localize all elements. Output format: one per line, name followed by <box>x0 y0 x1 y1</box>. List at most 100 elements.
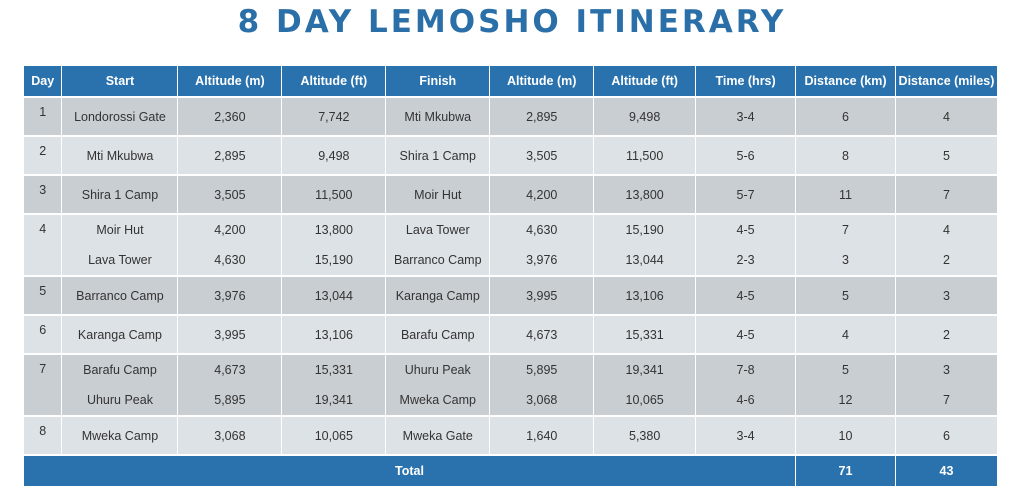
column-header: Time (hrs) <box>695 66 797 97</box>
day-cell: 7 <box>24 353 63 416</box>
table-cell: 3,068 <box>177 415 283 455</box>
table-cell: 4,673 <box>489 314 595 354</box>
table-cell: Mweka Camp <box>61 415 179 455</box>
page-title: 8 DAY LEMOSHO ITINERARY <box>237 4 787 40</box>
table-cell: 3,976 <box>489 245 595 276</box>
column-header: Altitude (ft) <box>593 66 697 97</box>
table-cell: 5 <box>795 353 896 385</box>
table-cell: 4 <box>895 213 999 245</box>
table-cell: Londorossi Gate <box>61 96 179 136</box>
total-row: Total 71 43 <box>24 454 999 486</box>
column-header: Altitude (ft) <box>281 66 387 97</box>
table-cell: 5,895 <box>177 385 283 416</box>
table-cell: 10,065 <box>281 415 387 455</box>
table-cell: 3-4 <box>695 415 797 455</box>
table-cell: Moir Hut <box>61 213 179 245</box>
table-row: 4 Moir Hut 4,200 13,800 Lava Tower 4,630 15,19… <box>24 213 999 276</box>
table-cell: 8 <box>795 135 896 175</box>
table-cell: 2-3 <box>695 245 797 276</box>
day-cell: 2 <box>24 135 63 175</box>
table-cell: 3-4 <box>695 96 797 136</box>
column-header: Day <box>24 66 63 97</box>
table-cell: 7 <box>795 213 896 245</box>
table-cell: 13,106 <box>593 275 697 315</box>
table-cell: 13,044 <box>281 275 387 315</box>
table-cell: 19,341 <box>593 353 697 385</box>
table-row: 8 Mweka Camp 3,068 10,065 Mweka Gate 1,640 5,3… <box>24 415 999 455</box>
table-cell: 3 <box>895 275 999 315</box>
table-cell: 4,200 <box>177 213 283 245</box>
table-cell: 3,976 <box>177 275 283 315</box>
table-cell: 13,800 <box>281 213 387 245</box>
header-row: Day Start Altitude (m) Altitude (ft) Finish A… <box>24 66 999 97</box>
table-cell: 4,673 <box>177 353 283 385</box>
table-cell: 3,068 <box>489 385 595 416</box>
table-cell: 1,640 <box>489 415 595 455</box>
table-cell: 11 <box>795 174 896 214</box>
table-cell: 11,500 <box>593 135 697 175</box>
table-cell: Shira 1 Camp <box>385 135 491 175</box>
total-km: 71 <box>795 454 896 486</box>
column-header: Finish <box>385 66 491 97</box>
day-cell: 8 <box>24 415 63 455</box>
table-cell: 9,498 <box>593 96 697 136</box>
table-cell: 5 <box>895 135 999 175</box>
table-cell: 5,380 <box>593 415 697 455</box>
table-cell: 9,498 <box>281 135 387 175</box>
table-row: 7 Barafu Camp 4,673 15,331 Uhuru Peak 5,895 19… <box>24 353 999 416</box>
table-row: 2 Mti Mkubwa 2,895 9,498 Shira 1 Camp 3,505 11… <box>24 135 999 175</box>
table-cell: Uhuru Peak <box>385 353 491 385</box>
table-cell: 5-6 <box>695 135 797 175</box>
table-row: 6 Karanga Camp 3,995 13,106 Barafu Camp 4,673… <box>24 314 999 354</box>
table-cell: 4,200 <box>489 174 595 214</box>
table-cell: 6 <box>795 96 896 136</box>
table-cell: 2 <box>895 314 999 354</box>
table-row: Lava Tower 4,630 15,190 Barranco Camp 3,976 1… <box>24 245 999 276</box>
column-header: Altitude (m) <box>177 66 283 97</box>
table-cell: Mti Mkubwa <box>385 96 491 136</box>
table-cell: Barafu Camp <box>61 353 179 385</box>
table-cell: Moir Hut <box>385 174 491 214</box>
table-cell: Shira 1 Camp <box>61 174 179 214</box>
table-cell: 3 <box>795 245 896 276</box>
column-header: Start <box>61 66 179 97</box>
table-cell: 3,995 <box>489 275 595 315</box>
table-cell: 3,505 <box>177 174 283 214</box>
table-cell: 4-5 <box>695 213 797 245</box>
day-cell: 5 <box>24 275 63 315</box>
column-header: Altitude (m) <box>489 66 595 97</box>
table-cell: 2,360 <box>177 96 283 136</box>
table-cell: 2 <box>895 245 999 276</box>
table-cell: Mweka Camp <box>385 385 491 416</box>
table-cell: 7 <box>895 385 999 416</box>
table-cell: 19,341 <box>281 385 387 416</box>
table-cell: 12 <box>795 385 896 416</box>
table-cell: 10,065 <box>593 385 697 416</box>
table-cell: 4-5 <box>695 275 797 315</box>
table-cell: 15,190 <box>593 213 697 245</box>
total-label: Total <box>24 454 797 486</box>
table-cell: Mweka Gate <box>385 415 491 455</box>
table-cell: 13,800 <box>593 174 697 214</box>
table-cell: 2,895 <box>177 135 283 175</box>
table-cell: 13,106 <box>281 314 387 354</box>
table-cell: 5,895 <box>489 353 595 385</box>
table-cell: 4,630 <box>489 213 595 245</box>
table-cell: 11,500 <box>281 174 387 214</box>
table-cell: Lava Tower <box>61 245 179 276</box>
table-cell: 10 <box>795 415 896 455</box>
table-cell: 4 <box>795 314 896 354</box>
table-cell: Barranco Camp <box>61 275 179 315</box>
table-cell: 15,331 <box>281 353 387 385</box>
table-cell: 15,331 <box>593 314 697 354</box>
table-cell: Barranco Camp <box>385 245 491 276</box>
table-cell: Karanga Camp <box>385 275 491 315</box>
table-cell: 6 <box>895 415 999 455</box>
table-cell: Mti Mkubwa <box>61 135 179 175</box>
total-miles: 43 <box>895 454 999 486</box>
table-cell: Karanga Camp <box>61 314 179 354</box>
table-cell: 7 <box>895 174 999 214</box>
table-row: 1 Londorossi Gate 2,360 7,742 Mti Mkubwa 2,89… <box>24 96 999 136</box>
column-header: Distance (miles) <box>895 66 999 97</box>
day-cell: 4 <box>24 213 63 276</box>
